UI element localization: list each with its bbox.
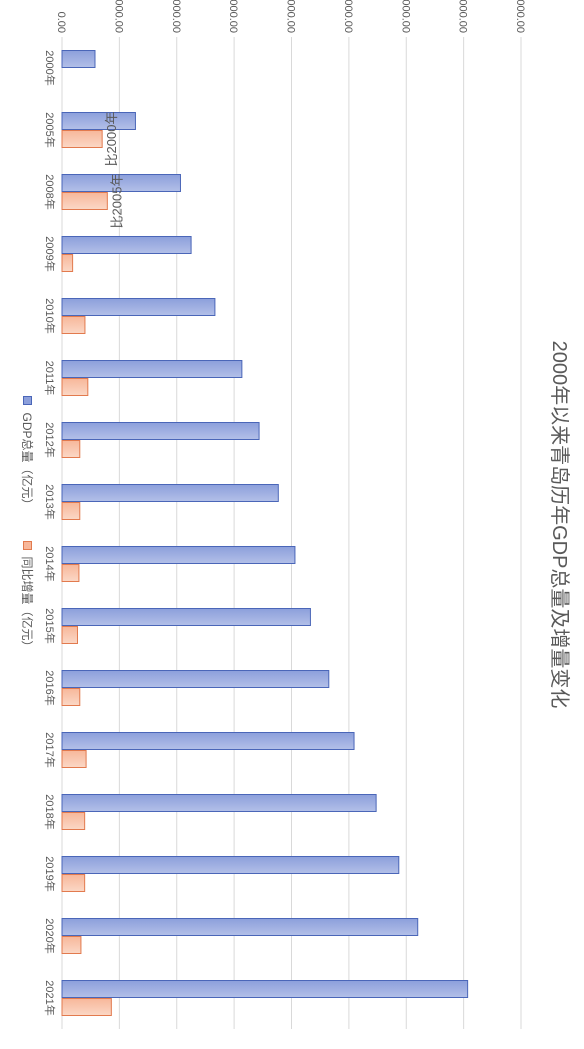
x-tick-label: 2017年 (43, 732, 57, 767)
bar-gdp (61, 670, 330, 688)
legend-item-increase: 同比增量（亿元） (19, 540, 36, 653)
x-tick-label: 2012年 (43, 422, 57, 457)
axis-labels: 0.00 2000.00 4000.00 6000.00 8000.00 10000.00… (43, 0, 526, 1016)
bars (61, 50, 469, 1016)
y-tick-label: 8000.00 (285, 0, 297, 33)
x-tick-label: 2020年 (43, 918, 57, 953)
bar-increase (61, 378, 89, 396)
bar-gdp (61, 918, 419, 936)
bar-increase (61, 192, 108, 210)
data-annotation: 比2000年 (104, 112, 119, 167)
x-tick-label: 2005年 (43, 112, 57, 147)
y-tick-label: 12000.00 (399, 0, 411, 33)
legend-swatch-increase (23, 540, 32, 550)
x-tick-label: 2013年 (43, 484, 57, 519)
bar-increase (61, 626, 78, 644)
bar-gdp (61, 856, 400, 874)
bar-gdp (61, 50, 96, 68)
legend-label-gdp: GDP总量（亿元） (20, 412, 34, 511)
x-tick-label: 2019年 (43, 856, 57, 891)
bar-increase (61, 936, 82, 954)
bar-gdp (61, 794, 377, 812)
bar-increase (61, 812, 86, 830)
bar-gdp (61, 174, 181, 192)
legend-label-increase: 同比增量（亿元） (20, 556, 34, 653)
bar-gdp (61, 732, 355, 750)
bar-gdp (61, 298, 216, 316)
data-annotation: 比2005年 (109, 174, 124, 229)
bar-increase (61, 750, 87, 768)
y-tick-label: 4000.00 (170, 0, 182, 33)
x-tick-label: 2010年 (43, 298, 57, 333)
y-tick-label: 14000.00 (457, 0, 469, 33)
bar-increase (61, 130, 103, 148)
x-tick-label: 2021年 (43, 980, 57, 1015)
bar-increase (61, 254, 74, 272)
gridlines (61, 37, 522, 1029)
bar-increase (61, 502, 81, 520)
bar-gdp (61, 236, 192, 254)
x-tick-label: 2018年 (43, 794, 57, 829)
y-tick-label: 0.00 (55, 12, 67, 33)
x-tick-label: 2015年 (43, 608, 57, 643)
bar-gdp (61, 360, 243, 378)
bar-gdp (61, 112, 136, 130)
bar-increase (61, 440, 81, 458)
x-tick-label: 2009年 (43, 236, 57, 271)
bar-gdp (61, 980, 469, 998)
bar-increase (61, 874, 86, 892)
legend-item-gdp: GDP总量（亿元） (19, 396, 36, 511)
legend: GDP总量（亿元） 同比增量（亿元） (19, 0, 36, 1049)
bar-increase (61, 316, 86, 334)
x-tick-label: 2014年 (43, 546, 57, 581)
x-tick-label: 2008年 (43, 174, 57, 209)
bar-increase (61, 998, 112, 1016)
y-tick-label: 2000.00 (112, 0, 124, 33)
bar-increase (61, 564, 80, 582)
x-tick-label: 2016年 (43, 670, 57, 705)
x-tick-label: 2000年 (43, 50, 57, 85)
bar-gdp (61, 422, 260, 440)
legend-swatch-gdp (23, 396, 32, 406)
y-tick-label: 10000.00 (342, 0, 354, 33)
bar-gdp (61, 608, 311, 626)
bar-gdp (61, 484, 279, 502)
y-tick-label: 6000.00 (227, 0, 239, 33)
bar-gdp (61, 546, 296, 564)
bar-increase (61, 688, 81, 706)
x-tick-label: 2011年 (43, 361, 57, 396)
y-tick-label: 16000.00 (514, 0, 526, 33)
